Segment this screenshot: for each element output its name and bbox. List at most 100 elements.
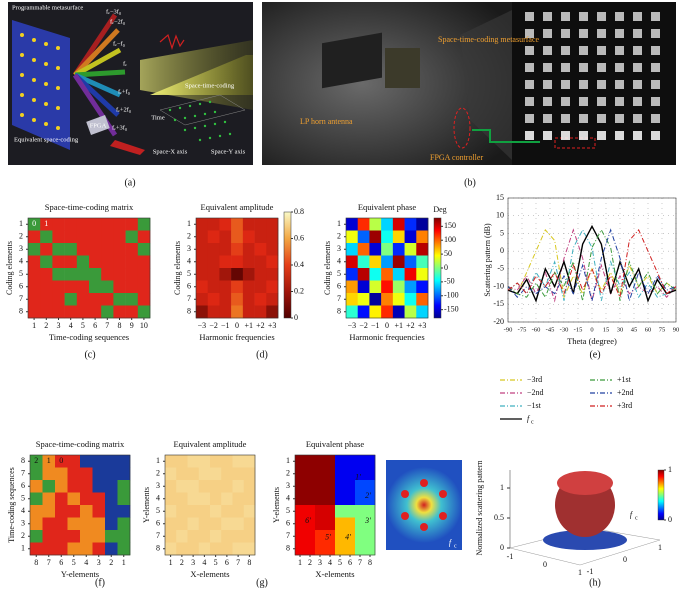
- x-tick-label: -60: [532, 326, 541, 333]
- heat-cell: [137, 218, 151, 231]
- y-tick-label: 5: [337, 269, 341, 278]
- x-tick-label: 7: [105, 321, 109, 330]
- fc-label-sub: c: [454, 543, 457, 549]
- heat-cell: [80, 517, 93, 531]
- heat-cell: [242, 255, 255, 269]
- meta-cell: [615, 80, 624, 89]
- heat-cell: [210, 505, 222, 518]
- heat-cell: [369, 268, 382, 281]
- heat-cell: [355, 505, 366, 518]
- heat-cell: [64, 305, 78, 319]
- legend-label: −3rd: [527, 375, 542, 384]
- photo-label: fₑ+3f₀: [112, 124, 127, 131]
- heat-cell: [295, 455, 306, 468]
- heat-cell: [242, 230, 255, 244]
- heat-cell: [231, 280, 244, 294]
- heat-cell: [92, 505, 106, 518]
- heat-cell: [232, 530, 245, 543]
- y-tick-label: 7: [156, 531, 160, 540]
- heat-cell: [369, 230, 382, 244]
- legend-label: +3rd: [617, 401, 632, 410]
- heat-cell: [345, 505, 356, 518]
- region-label: 6′: [305, 516, 311, 525]
- heat-cell: [266, 218, 279, 231]
- heat-cell: [381, 293, 394, 306]
- x-tick-label: 6: [225, 558, 229, 567]
- meta-cell: [651, 46, 660, 55]
- heat-cell: [176, 505, 188, 518]
- heat-cell: [369, 305, 382, 319]
- meta-cell: [633, 80, 642, 89]
- heat-cell: [254, 268, 267, 281]
- colorbar: [433, 217, 442, 319]
- heat-cell: [416, 280, 429, 294]
- heat-cell: [137, 280, 151, 294]
- panel-label: (c): [84, 349, 95, 360]
- heat-cell: [335, 467, 346, 481]
- colorbar-tick-label: 0.6: [294, 233, 304, 242]
- heat-cell: [30, 467, 43, 481]
- x-axis-label: X-elements: [190, 569, 229, 579]
- meta-cell: [561, 12, 570, 21]
- y-tick-label: 2: [156, 469, 160, 478]
- meta-cell: [651, 80, 660, 89]
- y-tick-label: 4: [156, 494, 160, 503]
- x-tick-label: 0: [590, 326, 593, 333]
- heat-cell: [101, 280, 114, 294]
- heat-cell: [315, 530, 326, 543]
- heat-cell: [125, 218, 139, 231]
- meta-cell: [561, 97, 570, 106]
- heat-cell: [101, 230, 114, 244]
- heat-cell: [315, 505, 326, 518]
- photo-label: fₑ−f₀: [113, 40, 125, 47]
- heat-cell: [207, 243, 220, 256]
- plot-frame: [507, 197, 677, 323]
- heat-cell: [76, 280, 90, 294]
- heat-cell: [117, 542, 131, 556]
- heat-cell: [80, 480, 93, 493]
- heat-cell: [242, 218, 255, 231]
- heat-cell: [243, 467, 256, 481]
- meta-cell: [651, 97, 660, 106]
- meta-cell: [561, 80, 570, 89]
- heat-cell: [305, 530, 316, 543]
- heat-cell: [176, 517, 188, 531]
- heat-cell: [105, 542, 118, 556]
- heat-cell: [232, 467, 245, 481]
- y-tick-label: 2: [21, 531, 25, 540]
- heat-cell: [345, 467, 356, 481]
- heat-cell: [28, 230, 41, 244]
- legend-label: −2nd: [527, 388, 544, 397]
- heat-cell: [113, 218, 126, 231]
- meta-cell: [579, 46, 588, 55]
- colorbar-tick-label: -50: [444, 277, 455, 286]
- heat-cell: [92, 530, 106, 543]
- heat-cell: [165, 517, 177, 531]
- heat-cell: [207, 230, 220, 244]
- meta-cell: [615, 114, 624, 123]
- y-tick-label: 8: [337, 307, 341, 316]
- heat-cell: [92, 455, 106, 468]
- heat-cell: [125, 255, 139, 269]
- meta-cell: [525, 114, 534, 123]
- heat-cell: [55, 492, 68, 506]
- y-tick-label: -1: [587, 567, 594, 576]
- heat-cell: [196, 293, 209, 306]
- meta-cell: [525, 46, 534, 55]
- panel-label: (a): [124, 177, 135, 188]
- farfield-lobe: [420, 479, 428, 487]
- heat-cell: [346, 280, 359, 294]
- heat-cell: [80, 467, 93, 481]
- x-tick-label: 1: [122, 558, 126, 567]
- heat-cell: [392, 305, 405, 319]
- z-tick-label: 1: [500, 483, 504, 492]
- heat-cell: [40, 230, 53, 244]
- meta-cell: [597, 80, 606, 89]
- heat-cell: [365, 492, 376, 506]
- heat-cell: [254, 305, 267, 319]
- heat-cell: [315, 492, 326, 506]
- panel-title: Equivalent amplitude: [174, 439, 247, 449]
- x-tick-label: 2: [109, 558, 113, 567]
- heat-cell: [221, 542, 233, 556]
- x-tick-label: 5: [214, 558, 218, 567]
